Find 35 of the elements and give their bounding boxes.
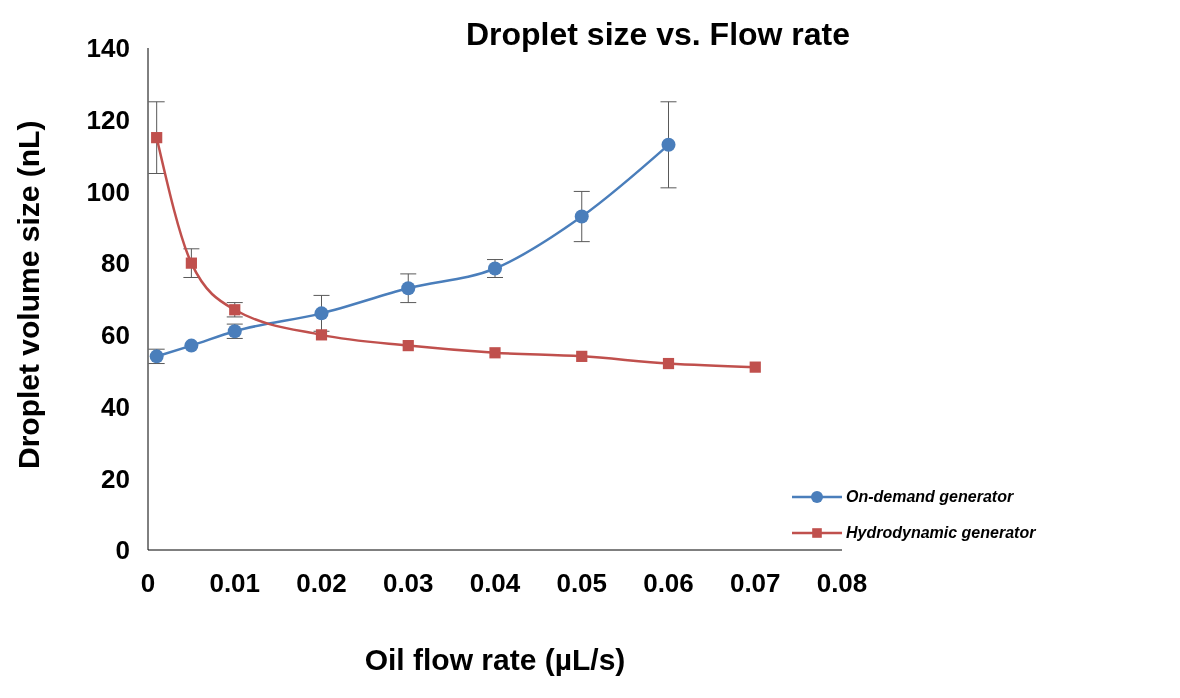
point — [184, 338, 199, 353]
y-tick-label: 140 — [86, 33, 130, 64]
x-tick-label: 0.05 — [556, 568, 608, 599]
x-tick-label: 0.08 — [816, 568, 868, 599]
point — [314, 306, 329, 321]
x-tick-label: 0.01 — [209, 568, 261, 599]
point — [662, 357, 675, 370]
point — [574, 209, 589, 224]
x-tick-label: 0.07 — [729, 568, 781, 599]
x-tick-label: 0 — [140, 568, 156, 599]
y-tick-label: 80 — [101, 248, 130, 279]
point — [185, 257, 197, 269]
y-tick-label: 20 — [101, 463, 130, 494]
point — [401, 281, 416, 296]
x-tick-label: 0.04 — [469, 568, 521, 599]
point — [402, 340, 414, 352]
x-tick-label: 0.03 — [382, 568, 434, 599]
legend-label: On-demand generator — [846, 488, 1014, 506]
legend-label: Hydrodynamic generator — [846, 524, 1036, 542]
y-axis-title: Droplet volume size (nL) — [11, 120, 45, 469]
y-tick-label: 40 — [101, 391, 130, 422]
point — [151, 132, 163, 144]
point — [749, 361, 761, 373]
x-tick-label: 0.06 — [643, 568, 694, 599]
y-tick-label: 0 — [115, 535, 130, 566]
x-axis-title: Oil flow rate (µL/s) — [364, 643, 626, 676]
y-tick-label: 120 — [86, 104, 130, 135]
y-tick-label: 60 — [101, 320, 130, 351]
point — [315, 329, 328, 341]
point — [489, 347, 501, 359]
x-tick-label: 0.02 — [296, 568, 347, 599]
point — [576, 350, 588, 362]
y-tick-label: 100 — [86, 176, 130, 207]
point — [661, 137, 676, 152]
chart-title: Droplet size vs. Flow rate — [464, 16, 852, 53]
